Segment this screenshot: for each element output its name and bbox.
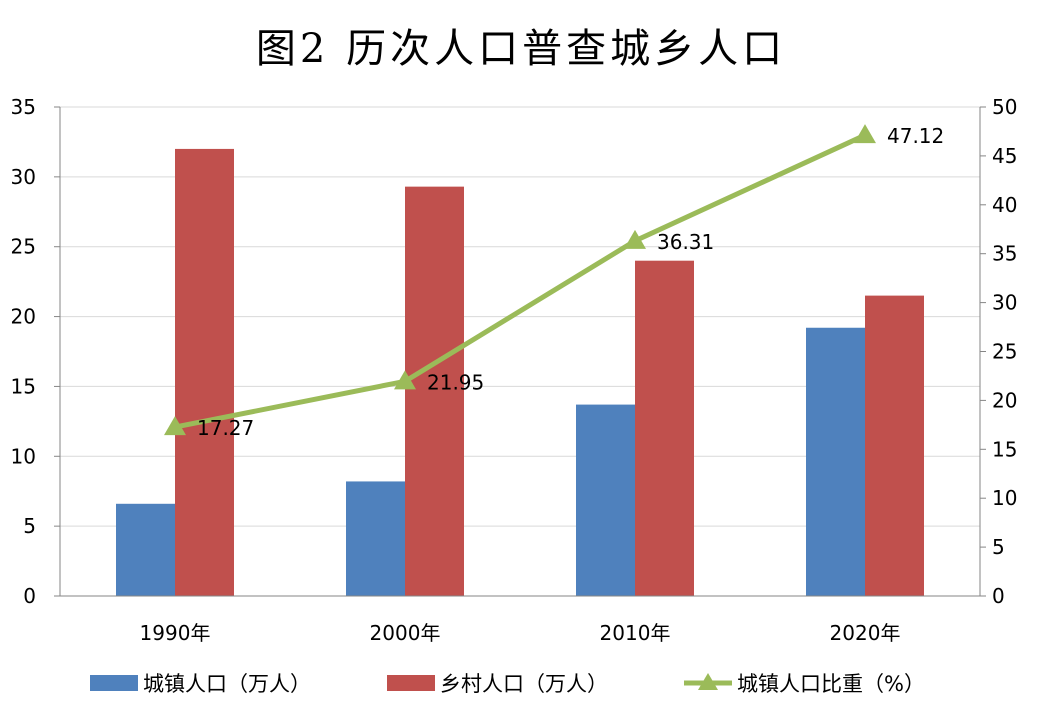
x-tick-label: 2000年 xyxy=(370,621,441,645)
right-tick-label: 30 xyxy=(992,291,1017,315)
legend: 城镇人口（万人） 乡村人口（万人） 城镇人口比重（%） xyxy=(90,672,925,696)
legend-label: 城镇人口比重（%） xyxy=(737,672,925,696)
right-tick-label: 15 xyxy=(992,437,1017,461)
bar-rural xyxy=(175,148,234,596)
data-label: 47.12 xyxy=(887,124,944,148)
right-tick-label: 0 xyxy=(992,584,1005,608)
right-tick-label: 25 xyxy=(992,340,1017,364)
left-tick-label: 20 xyxy=(11,305,36,329)
bar-urban xyxy=(116,503,175,596)
chart-title: 图2 历次人口普查城乡人口 xyxy=(256,26,786,72)
bar-urban xyxy=(806,327,865,596)
right-tick-label: 40 xyxy=(992,193,1017,217)
data-label: 21.95 xyxy=(427,370,484,394)
urban-share-line xyxy=(174,132,867,430)
tick-labels: 0 5 10 15 20 25 30 35 0 5 10 15 20 25 30 35 40 45 50 1990年 2… xyxy=(11,95,1018,645)
bar-urban xyxy=(346,481,405,596)
legend-marker xyxy=(698,673,718,690)
bar-rural xyxy=(865,295,924,596)
x-tick-label: 2010年 xyxy=(600,621,671,645)
bar-urban xyxy=(576,404,635,596)
legend-label: 城镇人口（万人） xyxy=(143,672,311,696)
bar-rural xyxy=(405,186,464,596)
left-tick-label: 25 xyxy=(11,235,36,259)
left-tick-label: 0 xyxy=(23,584,36,608)
bars xyxy=(116,148,924,596)
x-tick-label: 2020年 xyxy=(830,621,901,645)
data-label: 36.31 xyxy=(657,230,714,254)
legend-swatch xyxy=(90,675,138,691)
line-marker xyxy=(164,416,186,436)
data-label: 17.27 xyxy=(197,416,254,440)
line-marker xyxy=(624,229,646,249)
line-marker xyxy=(854,124,876,144)
bar-rural xyxy=(635,260,694,596)
right-tick-label: 35 xyxy=(992,242,1017,266)
legend-label: 乡村人口（万人） xyxy=(440,672,608,696)
axes xyxy=(54,106,986,597)
right-tick-label: 5 xyxy=(992,535,1005,559)
x-tick-label: 1990年 xyxy=(140,621,211,645)
line-marker xyxy=(394,370,416,390)
legend-swatch xyxy=(387,675,435,691)
left-tick-label: 15 xyxy=(11,374,36,398)
right-tick-label: 50 xyxy=(992,95,1017,119)
left-tick-label: 5 xyxy=(23,514,36,538)
left-tick-label: 10 xyxy=(11,444,36,468)
right-tick-label: 10 xyxy=(992,486,1017,510)
right-tick-label: 20 xyxy=(992,388,1017,412)
data-labels: 17.27 21.95 36.31 47.12 xyxy=(197,124,944,440)
line-series xyxy=(164,124,876,436)
left-tick-label: 35 xyxy=(11,95,36,119)
right-tick-label: 45 xyxy=(992,144,1017,168)
left-tick-label: 30 xyxy=(11,165,36,189)
